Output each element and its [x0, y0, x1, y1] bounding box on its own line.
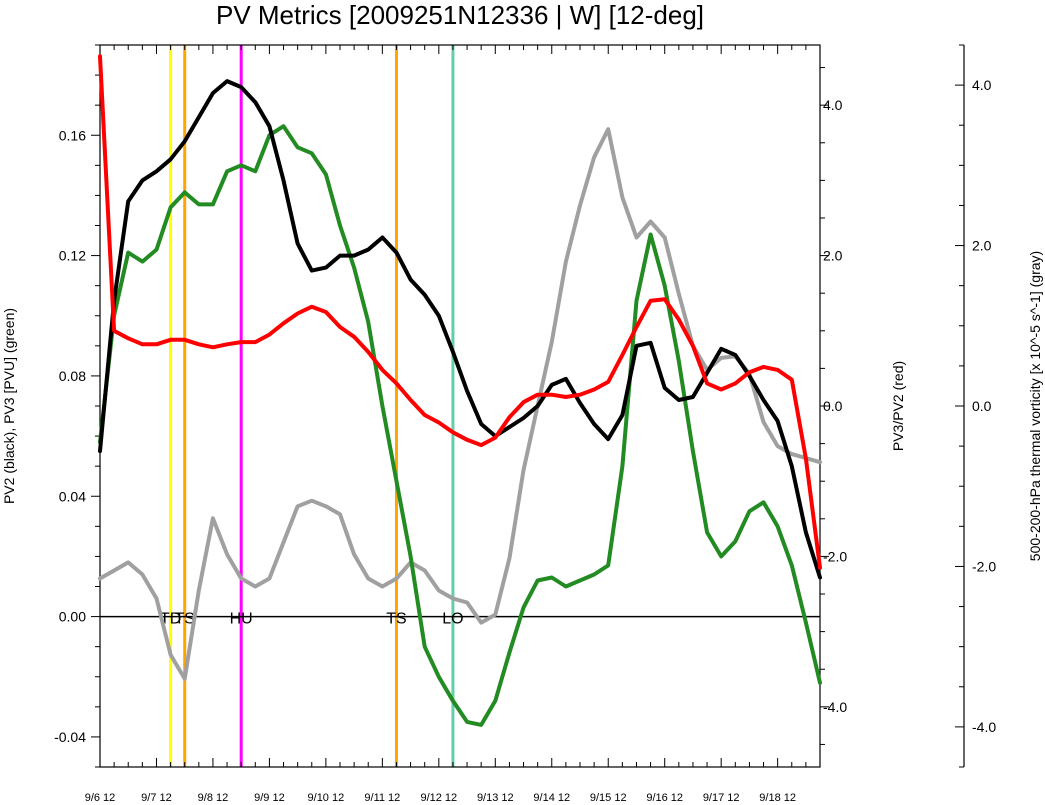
x-tick-label: 9/11 12 — [364, 792, 400, 804]
x-tick-label: 9/13 12 — [477, 792, 514, 804]
series-line — [98, 124, 822, 727]
right-tick-label: -4.0 — [972, 719, 996, 735]
x-tick-label: 9/8 12 — [198, 792, 229, 804]
x-tick-label: 9/16 12 — [646, 792, 683, 804]
right-tick-label: -2.0 — [972, 558, 996, 574]
right-tick-label: 0.0 — [972, 398, 992, 414]
x-tick-label: 9/17 12 — [703, 792, 740, 804]
left-tick-label: -0.04 — [54, 729, 86, 745]
mid-tick-label: -2.0 — [823, 548, 847, 564]
y-axis-label-right: 500-200-hPa thermal vorticity [x 10^-5 s… — [1027, 251, 1043, 561]
left-tick-label: 0.16 — [59, 127, 86, 143]
mid-tick-label: -4.0 — [823, 699, 847, 715]
x-tick-label: 9/18 12 — [759, 792, 796, 804]
mid-tick-label: 4.0 — [823, 97, 843, 113]
y-axis-label-mid: PV3/PV2 (red) — [890, 361, 906, 451]
mid-tick-label: 0.0 — [823, 398, 843, 414]
series-layer — [98, 54, 822, 727]
plot-frame — [99, 44, 821, 768]
x-tick-label: 9/6 12 — [85, 792, 116, 804]
left-tick-label: 0.08 — [59, 368, 86, 384]
axes-layer: -0.04 0.00 0.04 0.08 0.12 0.16 -4.0 -2.0 0.0 2.0 4… — [54, 44, 996, 804]
left-tick-label: 0.04 — [59, 488, 86, 504]
left-tick-label: 0.12 — [59, 248, 86, 264]
stage-label: TD — [160, 611, 181, 628]
stage-label: LO — [442, 611, 463, 628]
stage-label: TS — [174, 611, 194, 628]
series-line — [98, 79, 822, 580]
stage-label: TS — [386, 611, 406, 628]
chart-title: PV Metrics [2009251N12336 | W] [12-deg] — [216, 0, 704, 30]
mid-tick-label: 2.0 — [823, 248, 843, 264]
right-tick-label: 4.0 — [972, 77, 992, 93]
series-line — [98, 127, 822, 681]
x-tick-label: 9/14 12 — [533, 792, 570, 804]
left-tick-label: 0.00 — [59, 609, 86, 625]
x-tick-label: 9/12 12 — [420, 792, 457, 804]
axis-label-layer: PV2 (black), PV3 [PVU] (green) PV3/PV2 (… — [1, 251, 1043, 561]
right-tick-label: 2.0 — [972, 238, 992, 254]
x-tick-label: 9/7 12 — [141, 792, 172, 804]
series-line — [98, 54, 822, 570]
stage-label: HU — [230, 611, 253, 628]
x-tick-label: 9/9 12 — [254, 792, 285, 804]
x-tick-label: 9/15 12 — [590, 792, 627, 804]
y-axis-label-left: PV2 (black), PV3 [PVU] (green) — [1, 308, 17, 504]
x-tick-label: 9/10 12 — [308, 792, 345, 804]
